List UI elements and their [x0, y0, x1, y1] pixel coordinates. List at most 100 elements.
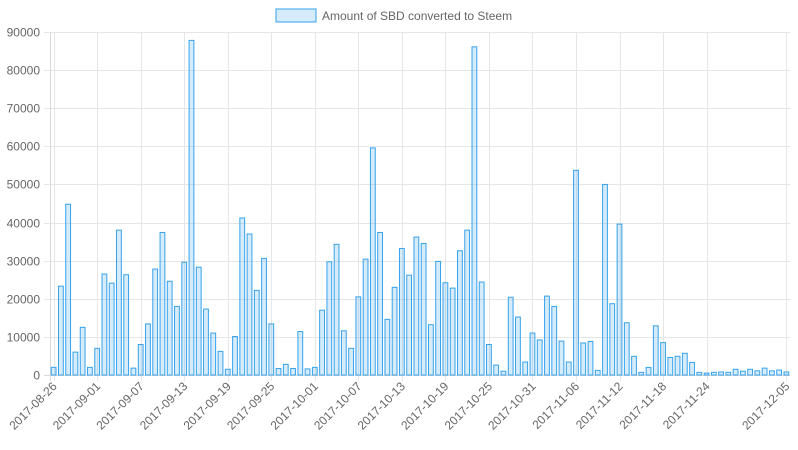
bar[interactable]: [442, 282, 449, 376]
bar[interactable]: [152, 268, 159, 376]
bar[interactable]: [290, 368, 296, 376]
bar[interactable]: [667, 356, 674, 376]
bar[interactable]: [616, 223, 623, 376]
bar[interactable]: [333, 243, 340, 376]
bar[interactable]: [340, 330, 347, 376]
bar[interactable]: [123, 274, 130, 376]
bar[interactable]: [304, 368, 311, 376]
bar[interactable]: [565, 361, 572, 376]
bar[interactable]: [507, 296, 514, 376]
bar[interactable]: [486, 344, 492, 376]
bar[interactable]: [761, 367, 768, 376]
bar[interactable]: [326, 261, 333, 376]
bar[interactable]: [544, 295, 550, 376]
bar[interactable]: [602, 183, 608, 376]
bar[interactable]: [195, 266, 202, 376]
bar[interactable]: [145, 323, 151, 376]
bar[interactable]: [348, 347, 354, 376]
bar[interactable]: [116, 229, 122, 376]
bar[interactable]: [631, 355, 637, 376]
bar[interactable]: [718, 371, 724, 376]
bar[interactable]: [384, 318, 391, 376]
bar[interactable]: [210, 332, 217, 376]
bar[interactable]: [500, 370, 507, 376]
bar[interactable]: [725, 371, 732, 376]
bar[interactable]: [261, 257, 267, 376]
bar[interactable]: [391, 286, 398, 376]
bar[interactable]: [478, 281, 485, 376]
bar[interactable]: [94, 347, 101, 376]
bar[interactable]: [50, 366, 57, 376]
bar[interactable]: [652, 325, 659, 376]
bar[interactable]: [268, 323, 275, 376]
bar[interactable]: [776, 369, 783, 376]
bar[interactable]: [203, 308, 209, 376]
bar[interactable]: [253, 289, 260, 376]
bar[interactable]: [101, 273, 108, 376]
bar[interactable]: [674, 355, 681, 376]
bar[interactable]: [65, 203, 72, 376]
bar[interactable]: [246, 233, 253, 376]
bar[interactable]: [529, 332, 536, 376]
bar[interactable]: [689, 361, 695, 376]
bar[interactable]: [660, 342, 666, 376]
bar[interactable]: [594, 369, 601, 376]
bar[interactable]: [573, 169, 579, 376]
bar[interactable]: [623, 322, 630, 376]
bar[interactable]: [224, 368, 231, 376]
bar[interactable]: [681, 352, 688, 376]
bar[interactable]: [87, 366, 93, 376]
bar[interactable]: [362, 258, 369, 376]
bar[interactable]: [732, 368, 739, 376]
bar[interactable]: [638, 371, 645, 376]
bar[interactable]: [275, 368, 282, 376]
bar[interactable]: [57, 285, 64, 376]
bar[interactable]: [471, 46, 478, 376]
bar[interactable]: [558, 340, 565, 376]
bar[interactable]: [188, 39, 195, 376]
bar[interactable]: [108, 282, 115, 376]
bar[interactable]: [282, 363, 289, 376]
bar[interactable]: [783, 371, 790, 376]
bar[interactable]: [464, 229, 471, 376]
legend-swatch[interactable]: [275, 8, 317, 23]
bar[interactable]: [137, 344, 144, 376]
bar[interactable]: [645, 366, 652, 376]
bar[interactable]: [703, 372, 710, 376]
bar[interactable]: [72, 351, 79, 376]
bar[interactable]: [739, 370, 746, 376]
bar[interactable]: [166, 280, 173, 376]
bar[interactable]: [369, 147, 376, 376]
bar[interactable]: [406, 274, 413, 376]
bar[interactable]: [217, 350, 224, 376]
bar[interactable]: [377, 231, 383, 376]
bar[interactable]: [420, 243, 427, 376]
bar[interactable]: [159, 231, 166, 376]
bar[interactable]: [515, 316, 521, 376]
bar[interactable]: [710, 371, 717, 376]
bar[interactable]: [232, 336, 238, 376]
bar[interactable]: [181, 261, 188, 376]
bar[interactable]: [130, 367, 137, 376]
bar[interactable]: [587, 340, 594, 376]
bar[interactable]: [551, 305, 558, 376]
bar[interactable]: [696, 371, 703, 376]
bar[interactable]: [536, 339, 543, 376]
bar[interactable]: [427, 324, 434, 376]
bar[interactable]: [297, 331, 304, 376]
bar[interactable]: [355, 296, 362, 376]
bar[interactable]: [174, 305, 180, 376]
bar[interactable]: [239, 217, 246, 376]
bar[interactable]: [311, 366, 318, 376]
bar[interactable]: [398, 247, 405, 376]
bar[interactable]: [435, 260, 442, 376]
bar[interactable]: [768, 370, 775, 376]
bar[interactable]: [609, 303, 616, 376]
legend[interactable]: Amount of SBD converted to Steem: [275, 8, 512, 23]
bar[interactable]: [319, 309, 325, 376]
bar[interactable]: [449, 287, 456, 376]
bar[interactable]: [493, 364, 500, 376]
legend-label[interactable]: Amount of SBD converted to Steem: [322, 9, 512, 23]
bar[interactable]: [754, 370, 761, 376]
bar[interactable]: [522, 361, 529, 376]
